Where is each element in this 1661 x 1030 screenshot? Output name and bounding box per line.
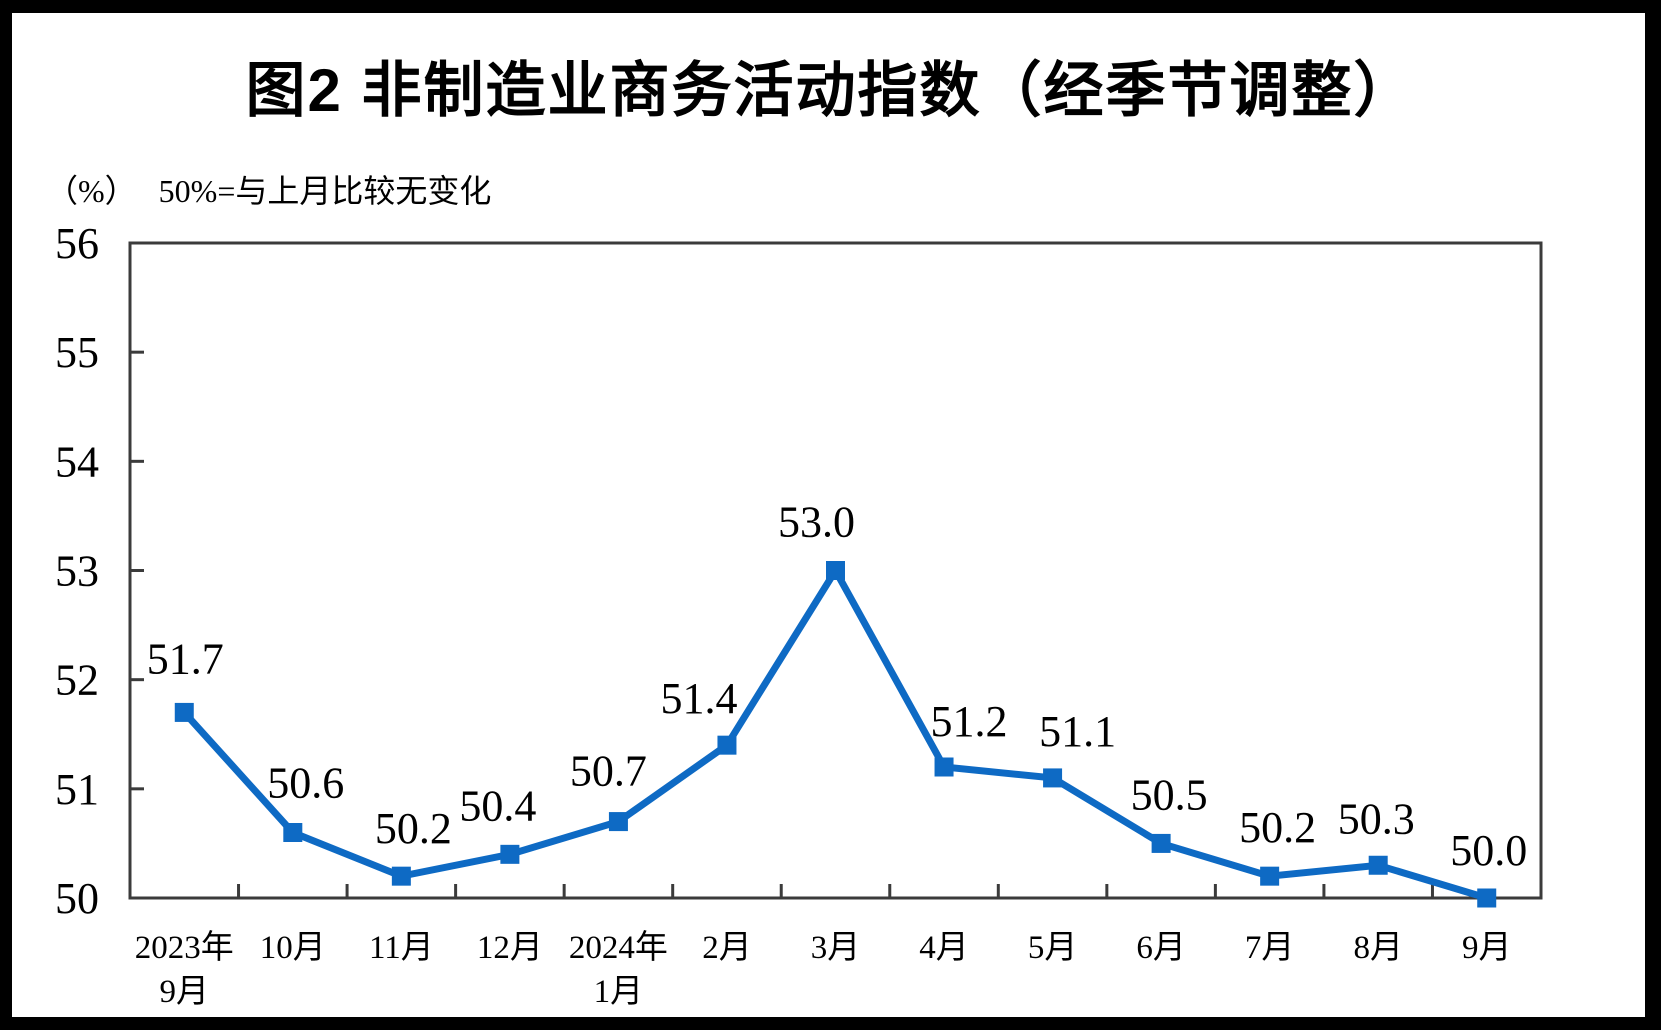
data-point-label: 50.5: [1131, 770, 1208, 819]
x-axis-label: 2024年 1月: [569, 929, 668, 1010]
x-axis-label: 6月: [1136, 930, 1186, 966]
data-point-marker: [608, 812, 628, 832]
data-point-marker: [1368, 855, 1388, 875]
data-point-label: 50.3: [1338, 794, 1415, 843]
data-point-label: 51.7: [147, 634, 224, 683]
data-point-label: 50.2: [1239, 803, 1316, 852]
data-point-label: 50.6: [267, 759, 344, 808]
data-point-label: 51.4: [660, 674, 737, 723]
data-point-marker: [1151, 833, 1171, 853]
data-point-label: 50.4: [459, 781, 536, 830]
x-axis-label: 7月: [1245, 930, 1295, 966]
data-point-marker: [717, 735, 737, 755]
data-point-marker: [391, 866, 411, 886]
y-axis-unit-label: （%）: [46, 173, 137, 209]
data-point-label: 51.2: [931, 697, 1008, 746]
data-point-label: 50.7: [570, 747, 647, 796]
data-point-marker: [1043, 768, 1063, 788]
x-axis-label: 3月: [811, 930, 861, 966]
baseline-note: 50%=与上月比较无变化: [158, 173, 492, 209]
x-axis-label: 8月: [1353, 930, 1403, 966]
x-axis-label: 2023年 9月: [135, 929, 234, 1010]
data-point-label: 50.0: [1450, 826, 1527, 875]
data-point-label: 53.0: [778, 498, 855, 547]
y-axis-label: 56: [55, 219, 99, 268]
x-axis-label: 4月: [919, 930, 969, 966]
y-axis-label: 53: [55, 547, 99, 596]
data-point-label: 50.2: [375, 804, 452, 853]
y-axis-label: 54: [55, 437, 99, 486]
x-axis-label: 11月: [369, 930, 434, 966]
data-point-marker: [174, 702, 194, 722]
data-point-marker: [1477, 888, 1497, 908]
chart-background-panel: [12, 13, 1645, 1017]
y-axis-label: 52: [55, 656, 99, 705]
y-axis-label: 55: [55, 328, 99, 377]
x-axis-label: 2月: [702, 930, 752, 966]
chart-subtitle: （%） 50%=与上月比较无变化: [46, 166, 491, 212]
y-axis-label: 51: [55, 765, 99, 814]
data-point-marker: [934, 757, 954, 777]
x-axis-label: 5月: [1028, 930, 1078, 966]
x-axis-label: 10月: [260, 930, 326, 966]
data-point-marker: [826, 561, 845, 580]
data-point-marker: [283, 823, 303, 842]
y-axis-label: 50: [55, 874, 99, 923]
x-axis-label: 9月: [1462, 930, 1512, 966]
data-point-label: 51.1: [1039, 707, 1116, 756]
x-axis-label: 12月: [477, 930, 543, 966]
data-point-marker: [1260, 866, 1280, 886]
chart-title: 图2 非制造业商务活动指数（经季节调整）: [245, 57, 1416, 124]
data-point-marker: [500, 844, 520, 864]
